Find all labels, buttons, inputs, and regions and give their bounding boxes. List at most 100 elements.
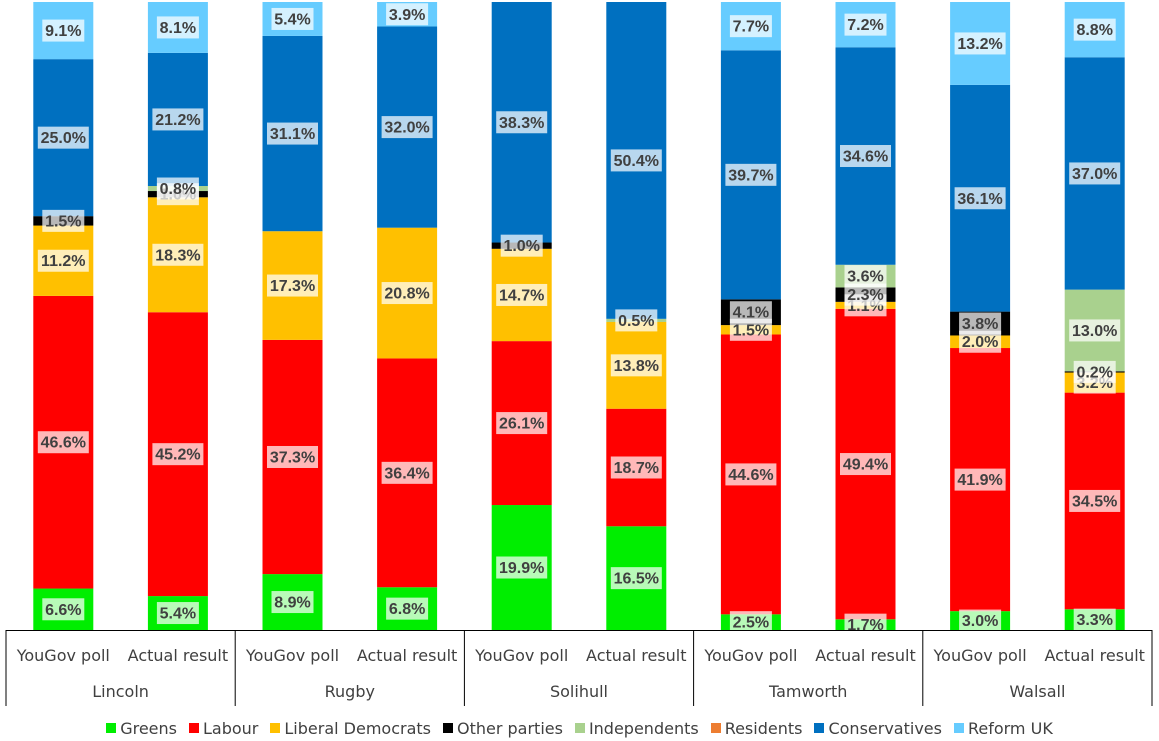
data-label-text: 2.0% — [962, 334, 998, 351]
data-label-text: 21.2% — [155, 112, 200, 129]
data-label-conservatives: 36.1% — [954, 187, 1006, 210]
data-label-box — [267, 274, 318, 297]
legend-label: Independents — [588, 718, 699, 738]
data-label-text: 49.4% — [843, 457, 888, 474]
data-label-text: 41.9% — [957, 472, 1002, 489]
data-label-box — [271, 7, 314, 30]
data-label-box — [725, 163, 777, 186]
legend-label: Labour — [202, 718, 259, 738]
data-label-text: 17.3% — [270, 278, 315, 295]
data-label-box — [271, 591, 314, 614]
data-label-box — [959, 330, 1002, 353]
data-label-text: 16.5% — [614, 571, 659, 588]
data-label-conservatives: 34.6% — [840, 145, 891, 168]
data-label-conservatives: 25.0% — [37, 126, 89, 149]
data-label-box — [267, 445, 318, 468]
data-label-text: 13.8% — [614, 358, 659, 375]
tick-label: YouGov poll — [474, 646, 568, 665]
category-axis: YouGov poll Actual result YouGov poll Actua… — [5, 630, 1153, 706]
data-label-text: 3.0% — [962, 613, 998, 630]
data-label-conservatives: 37.0% — [1069, 162, 1121, 185]
legend-swatch — [442, 723, 453, 733]
data-label-text: 44.6% — [728, 467, 773, 484]
data-label-text: 32.0% — [384, 120, 429, 137]
data-label-box — [959, 609, 1002, 632]
legend-item-residents: Residents — [710, 719, 802, 738]
data-label-greens: 8.9% — [271, 591, 314, 614]
data-label-box — [42, 19, 85, 42]
data-label-text: 1.5% — [733, 322, 769, 339]
data-label-other-parties: 4.1% — [729, 301, 772, 324]
data-label-box — [844, 265, 887, 288]
data-label-reform-uk: 5.4% — [271, 7, 314, 30]
data-label-box — [386, 597, 429, 620]
data-label-greens: 3.0% — [959, 609, 1002, 632]
data-label-text: 38.3% — [499, 115, 544, 132]
data-label-reform-uk: 7.2% — [844, 13, 887, 36]
data-label-text: 34.6% — [843, 149, 888, 166]
data-label-box — [610, 567, 662, 590]
data-label-reform-uk: 13.2% — [954, 32, 1006, 55]
data-label-conservatives: 31.1% — [267, 122, 318, 145]
data-label-text: 25.0% — [41, 130, 86, 147]
data-label-text: 6.6% — [45, 602, 81, 619]
tick-label: YouGov poll — [245, 646, 339, 665]
data-label-text: 7.7% — [733, 19, 769, 36]
data-label-other-parties: 3.8% — [959, 312, 1002, 335]
data-label-text: 14.7% — [499, 287, 544, 304]
data-label-box — [37, 249, 89, 272]
data-label-box — [844, 13, 887, 36]
legend-item-labour: Labour — [188, 718, 259, 738]
data-label-text: 18.3% — [155, 247, 200, 264]
data-label-box — [42, 598, 85, 621]
data-label-box — [954, 32, 1006, 55]
data-label-box — [267, 122, 318, 145]
data-label-box — [729, 301, 772, 324]
group-label-walsall: Walsall — [1009, 682, 1065, 701]
data-label-text: 20.8% — [384, 286, 429, 303]
data-label-greens: 19.9% — [496, 556, 548, 579]
data-label-text: 18.7% — [614, 460, 659, 477]
data-label-labour: 36.4% — [381, 461, 433, 484]
data-label-text: 1.0% — [503, 238, 539, 255]
data-label-liberal-democrats: 18.3% — [152, 243, 204, 266]
data-label-conservatives: 21.2% — [152, 108, 204, 131]
data-label-text: 0.5% — [618, 313, 654, 330]
data-label-box — [729, 318, 772, 341]
data-label-box — [496, 283, 548, 306]
data-label-conservatives: 38.3% — [496, 111, 548, 134]
data-label-box — [1069, 319, 1121, 342]
legend-swatch — [574, 723, 585, 733]
data-label-text: 36.1% — [957, 191, 1002, 208]
data-label-text: 8.9% — [274, 595, 310, 612]
data-label-liberal-democrats: 2.0% — [959, 330, 1002, 353]
data-label-greens: 2.5% — [729, 611, 772, 634]
data-label-greens: 5.4% — [156, 602, 199, 625]
data-label-box — [729, 15, 772, 38]
data-label-box — [729, 611, 772, 634]
data-label-reform-uk: 9.1% — [42, 19, 85, 42]
data-label-text: 1.5% — [45, 213, 81, 230]
data-label-box — [500, 234, 543, 257]
data-label-liberal-democrats: 11.2% — [37, 249, 89, 272]
legend-label: Liberal Democrats — [284, 718, 431, 738]
data-label-labour: 34.5% — [1069, 489, 1121, 512]
group-label-tamworth: Tamworth — [768, 682, 847, 701]
data-label-independents: 0.5% — [615, 309, 658, 332]
legend-swatch — [953, 723, 964, 733]
data-label-labour: 49.4% — [840, 453, 891, 476]
data-label-text: 26.1% — [499, 416, 544, 433]
data-label-labour: 26.1% — [496, 412, 548, 435]
legend-swatch — [188, 723, 199, 733]
data-label-liberal-democrats: 17.3% — [267, 274, 318, 297]
data-label-text: 45.2% — [155, 447, 200, 464]
data-label-box — [610, 456, 662, 479]
legend-swatch — [814, 723, 825, 733]
legend-item-independents: Independents — [574, 718, 699, 738]
data-label-box — [496, 556, 548, 579]
data-label-labour: 44.6% — [725, 463, 777, 486]
data-label-text: 13.2% — [957, 36, 1002, 53]
legend-swatch — [710, 723, 721, 733]
data-label-labour: 37.3% — [267, 445, 318, 468]
data-label-box — [42, 209, 85, 232]
